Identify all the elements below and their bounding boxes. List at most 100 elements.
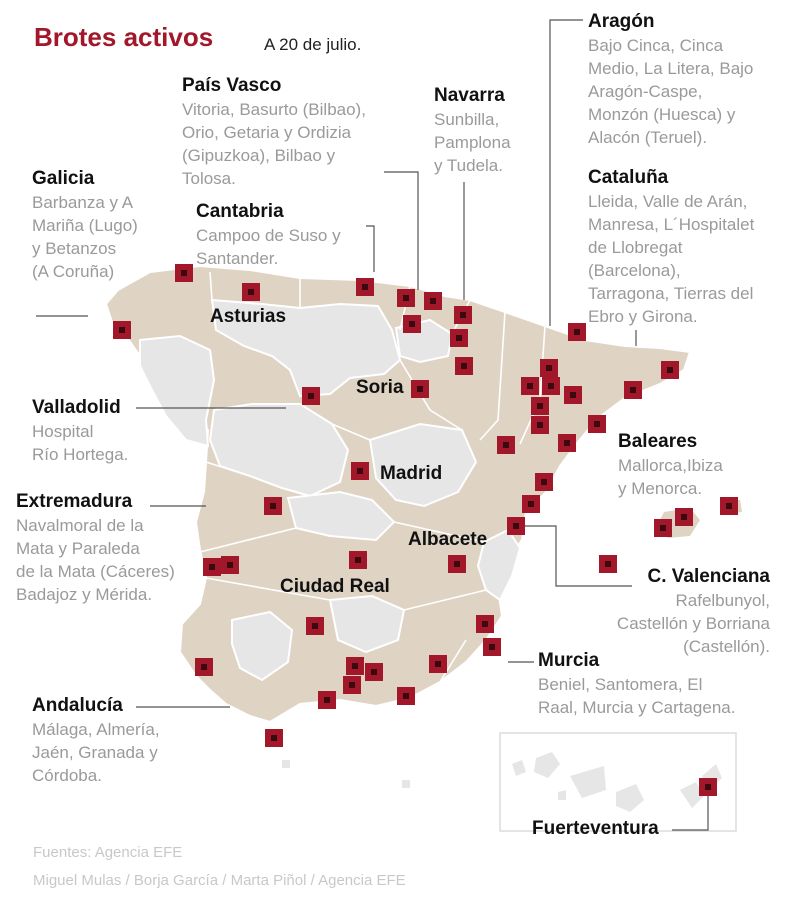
leader-line-pais-vasco bbox=[384, 171, 419, 290]
region-desc-line: Pamplona bbox=[434, 133, 511, 152]
region-desc-line: Campoo de Suso y bbox=[196, 226, 341, 245]
region-desc-line: Río Hortega. bbox=[32, 445, 129, 464]
leader-line-valenciana bbox=[524, 525, 632, 587]
outbreak-marker bbox=[397, 687, 415, 705]
callout-valladolid: Valladolid Hospital Río Hortega. bbox=[32, 396, 128, 466]
callout-galicia: Galicia Barbanza y A Mariña (Lugo) y Bet… bbox=[32, 167, 138, 283]
region-name: País Vasco bbox=[182, 75, 282, 96]
outbreak-marker bbox=[242, 283, 260, 301]
outbreak-marker bbox=[302, 387, 320, 405]
region-desc-line: Lleida, Valle de Arán, bbox=[588, 192, 748, 211]
outbreak-marker bbox=[522, 495, 540, 513]
outbreak-marker bbox=[448, 555, 466, 573]
region-desc-line: Rafelbunyol, bbox=[675, 591, 770, 610]
map-label-ciudad-real: Ciudad Real bbox=[280, 576, 390, 597]
region-desc-line: Santander. bbox=[196, 249, 279, 268]
region-desc-line: Vitoria, Basurto (Bilbao), bbox=[182, 100, 366, 119]
region-desc-line: Ebro y Girona. bbox=[588, 307, 698, 326]
callout-baleares: Baleares Mallorca,Ibiza y Menorca. bbox=[618, 430, 723, 500]
region-desc-line: Málaga, Almería, bbox=[32, 720, 160, 739]
region-desc-line: Raal, Murcia y Cartagena. bbox=[538, 698, 736, 717]
region-desc-line: Sunbilla, bbox=[434, 110, 500, 129]
outbreak-marker bbox=[542, 377, 560, 395]
region-desc-line: (Castellón). bbox=[683, 637, 770, 656]
region-desc-line: (Gipuzkoa), Bilbao y bbox=[182, 146, 336, 165]
outbreak-marker bbox=[113, 321, 131, 339]
outbreak-markers bbox=[113, 264, 738, 796]
region-desc-line: Castellón y Borriana bbox=[616, 614, 770, 633]
outbreak-marker bbox=[411, 380, 429, 398]
region-desc-line: Alacón (Teruel). bbox=[588, 128, 708, 147]
outbreak-marker bbox=[195, 658, 213, 676]
outbreak-marker bbox=[661, 361, 679, 379]
outbreak-marker bbox=[265, 729, 283, 747]
date-label: A 20 de julio. bbox=[264, 35, 362, 54]
region-desc-line: Córdoba. bbox=[32, 766, 102, 785]
outbreak-marker bbox=[540, 359, 558, 377]
outbreak-marker bbox=[429, 655, 447, 673]
region-desc-line: Bajo Cinca, Cinca bbox=[588, 36, 724, 55]
grey-region-castilla-north bbox=[210, 298, 402, 398]
callout-andalucia: Andalucía Málaga, Almería, Jaén, Granada… bbox=[32, 694, 160, 787]
region-desc-line: Hospital bbox=[32, 422, 94, 441]
map-label-albacete: Albacete bbox=[408, 529, 488, 550]
outbreak-marker bbox=[455, 357, 473, 375]
outbreak-marker bbox=[424, 292, 442, 310]
callout-cantabria: Cantabria Campoo de Suso y Santander. bbox=[196, 200, 341, 270]
region-desc-line: Jaén, Granada y bbox=[32, 743, 158, 762]
region-desc-line: y Tudela. bbox=[434, 156, 503, 175]
region-name: Valladolid bbox=[32, 397, 121, 418]
callout-murcia: Murcia Beniel, Santomera, El Raal, Murci… bbox=[538, 649, 735, 719]
callout-cataluna: Cataluña Lleida, Valle de Arán, Manresa,… bbox=[588, 166, 754, 328]
outbreak-marker bbox=[675, 508, 693, 526]
region-name: C. Valenciana bbox=[647, 566, 770, 587]
callout-valenciana: C. Valenciana Rafelbunyol, Castellón y B… bbox=[617, 565, 770, 658]
region-desc-line: Mallorca,Ibiza bbox=[618, 456, 723, 475]
outbreak-marker bbox=[476, 615, 494, 633]
region-desc-line: y Betanzos bbox=[32, 239, 117, 258]
region-name: Murcia bbox=[538, 650, 600, 671]
outbreak-marker bbox=[454, 306, 472, 324]
outbreak-marker bbox=[568, 323, 586, 341]
region-desc-line: Medio, La Litera, Bajo bbox=[588, 59, 754, 78]
outbreak-marker bbox=[531, 416, 549, 434]
leader-line-aragon bbox=[549, 19, 583, 326]
outbreak-marker bbox=[397, 289, 415, 307]
outbreak-marker bbox=[535, 473, 553, 491]
region-desc-line: Mata y Paraleda bbox=[16, 539, 140, 558]
region-name: Navarra bbox=[434, 85, 505, 106]
leader-line-fuerteventura bbox=[672, 796, 709, 831]
region-desc-line: (A Coruña) bbox=[32, 262, 115, 281]
region-name: Cataluña bbox=[588, 167, 669, 188]
grey-region-portugal-north bbox=[139, 334, 216, 448]
outbreak-marker bbox=[403, 315, 421, 333]
credits-note: Miguel Mulas / Borja García / Marta Piño… bbox=[33, 872, 406, 889]
region-desc-line: Beniel, Santomera, El bbox=[538, 675, 703, 694]
region-desc-line: Barbanza y A bbox=[32, 193, 134, 212]
outbreak-marker bbox=[564, 386, 582, 404]
callout-extremadura: Extremadura Navalmoral de la Mata y Para… bbox=[16, 490, 175, 606]
grey-region-ciudad-real bbox=[328, 594, 406, 654]
outbreak-marker bbox=[365, 663, 383, 681]
outbreak-marker bbox=[588, 415, 606, 433]
leader-line-cantabria bbox=[366, 225, 375, 272]
outbreak-marker bbox=[346, 657, 364, 675]
outbreak-marker bbox=[558, 434, 576, 452]
map-label-soria: Soria bbox=[356, 377, 404, 398]
region-name: Andalucía bbox=[32, 695, 123, 716]
outbreak-marker bbox=[264, 497, 282, 515]
outbreak-marker bbox=[203, 558, 221, 576]
region-desc-line: Orio, Getaria y Ordizia bbox=[182, 123, 352, 142]
callout-aragon: Aragón Bajo Cinca, Cinca Medio, La Liter… bbox=[588, 10, 753, 149]
region-name: Galicia bbox=[32, 168, 95, 189]
ceuta-shape bbox=[282, 760, 290, 768]
callout-navarra: Navarra Sunbilla, Pamplona y Tudela. bbox=[434, 84, 511, 177]
outbreak-marker bbox=[599, 555, 617, 573]
outbreak-marker bbox=[450, 329, 468, 347]
outbreak-marker bbox=[175, 264, 193, 282]
region-name: Extremadura bbox=[16, 491, 133, 512]
region-name: Baleares bbox=[618, 431, 698, 452]
outbreak-marker bbox=[624, 381, 642, 399]
region-desc-line: Manresa, L´Hospitalet bbox=[588, 215, 755, 234]
